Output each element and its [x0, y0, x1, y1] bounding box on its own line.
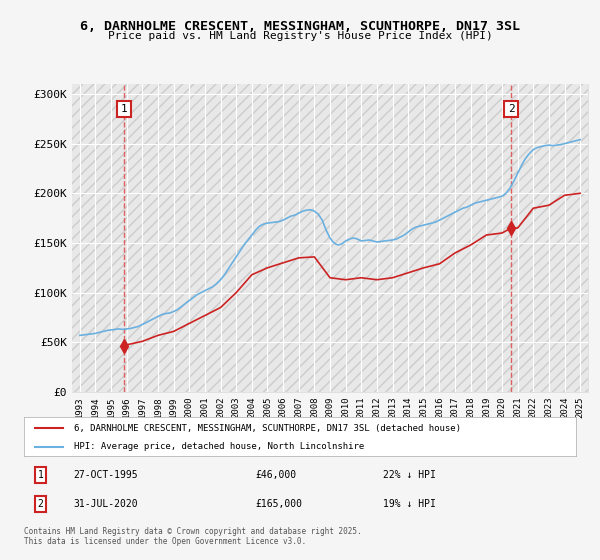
Text: 22% ↓ HPI: 22% ↓ HPI — [383, 470, 436, 480]
Text: 27-OCT-1995: 27-OCT-1995 — [74, 470, 139, 480]
Text: 6, DARNHOLME CRESCENT, MESSINGHAM, SCUNTHORPE, DN17 3SL (detached house): 6, DARNHOLME CRESCENT, MESSINGHAM, SCUNT… — [74, 424, 461, 433]
Text: 2: 2 — [508, 104, 514, 114]
Text: 6, DARNHOLME CRESCENT, MESSINGHAM, SCUNTHORPE, DN17 3SL: 6, DARNHOLME CRESCENT, MESSINGHAM, SCUNT… — [80, 20, 520, 32]
Text: 2: 2 — [38, 500, 43, 510]
Text: 1: 1 — [38, 470, 43, 480]
Text: HPI: Average price, detached house, North Lincolnshire: HPI: Average price, detached house, Nort… — [74, 442, 364, 451]
Text: 19% ↓ HPI: 19% ↓ HPI — [383, 500, 436, 510]
Text: £165,000: £165,000 — [256, 500, 303, 510]
Text: 1: 1 — [121, 104, 127, 114]
Text: Price paid vs. HM Land Registry's House Price Index (HPI): Price paid vs. HM Land Registry's House … — [107, 31, 493, 41]
Text: Contains HM Land Registry data © Crown copyright and database right 2025.
This d: Contains HM Land Registry data © Crown c… — [24, 526, 362, 546]
Text: 31-JUL-2020: 31-JUL-2020 — [74, 500, 139, 510]
Text: £46,000: £46,000 — [256, 470, 297, 480]
